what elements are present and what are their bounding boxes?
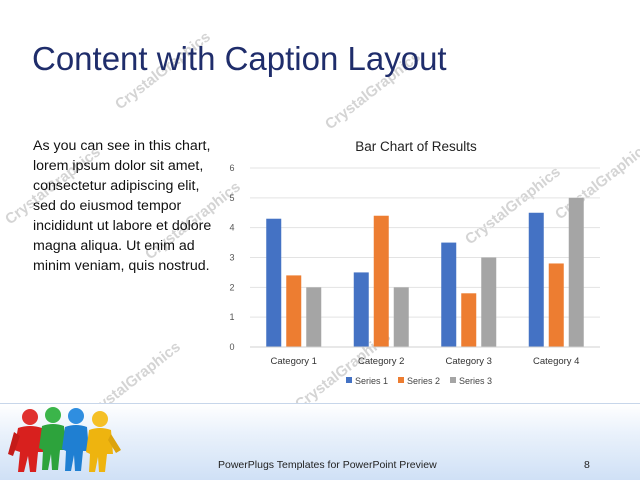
- bar-series-1-2[interactable]: [353, 272, 369, 347]
- caption-text[interactable]: As you can see in this chart, lorem ipsu…: [33, 138, 212, 274]
- x-category-label: Category 3: [446, 356, 492, 367]
- people-group-icon: [8, 407, 121, 472]
- slide-title[interactable]: Content with Caption Layout: [32, 40, 447, 77]
- x-category-label: Category 4: [533, 356, 579, 367]
- chart-title: Bar Chart of Results: [355, 139, 477, 154]
- legend-label: Series 2: [407, 376, 440, 386]
- x-axis-labels: Category 1 Category 2 Category 3 Category 4: [271, 356, 580, 367]
- y-axis-ticks: 0 1 2 3 4 5 6: [229, 163, 234, 352]
- legend-label: Series 1: [355, 376, 388, 386]
- bar-series-1-1[interactable]: [266, 218, 282, 347]
- y-tick-label: 0: [229, 342, 234, 352]
- chart-bars: [266, 197, 584, 348]
- blue-person-icon: [62, 408, 89, 471]
- bar-series-3-1[interactable]: [306, 287, 322, 347]
- x-category-label: Category 2: [358, 356, 404, 367]
- y-tick-label: 1: [229, 312, 234, 322]
- bar-series-1-3[interactable]: [441, 242, 457, 347]
- bar-series-2-3[interactable]: [461, 293, 477, 347]
- y-tick-label: 6: [229, 163, 234, 173]
- bar-series-3-3[interactable]: [481, 257, 497, 348]
- chart-legend: Series 1 Series 2 Series 3: [346, 376, 492, 386]
- legend-swatch: [346, 377, 352, 383]
- bar-series-3-2[interactable]: [393, 287, 409, 347]
- legend-swatch: [398, 377, 404, 383]
- slide-number: 8: [584, 459, 590, 471]
- chart-gridlines: [250, 167, 600, 318]
- y-tick-label: 4: [229, 223, 234, 233]
- y-tick-label: 2: [229, 282, 234, 292]
- legend-swatch: [450, 377, 456, 383]
- footer-text: PowerPlugs Templates for PowerPoint Prev…: [218, 459, 437, 471]
- green-person-icon: [39, 407, 66, 470]
- legend-label: Series 3: [459, 376, 492, 386]
- bar-series-2-1[interactable]: [286, 275, 302, 347]
- red-person-icon: [8, 409, 44, 472]
- x-category-label: Category 1: [271, 356, 317, 367]
- yellow-person-icon: [86, 411, 121, 472]
- bar-series-2-4[interactable]: [548, 263, 564, 347]
- y-tick-label: 5: [229, 193, 234, 203]
- bar-series-1-4[interactable]: [528, 212, 544, 347]
- bar-series-2-2[interactable]: [373, 215, 389, 347]
- y-tick-label: 3: [229, 253, 234, 263]
- bar-series-3-4[interactable]: [568, 197, 584, 347]
